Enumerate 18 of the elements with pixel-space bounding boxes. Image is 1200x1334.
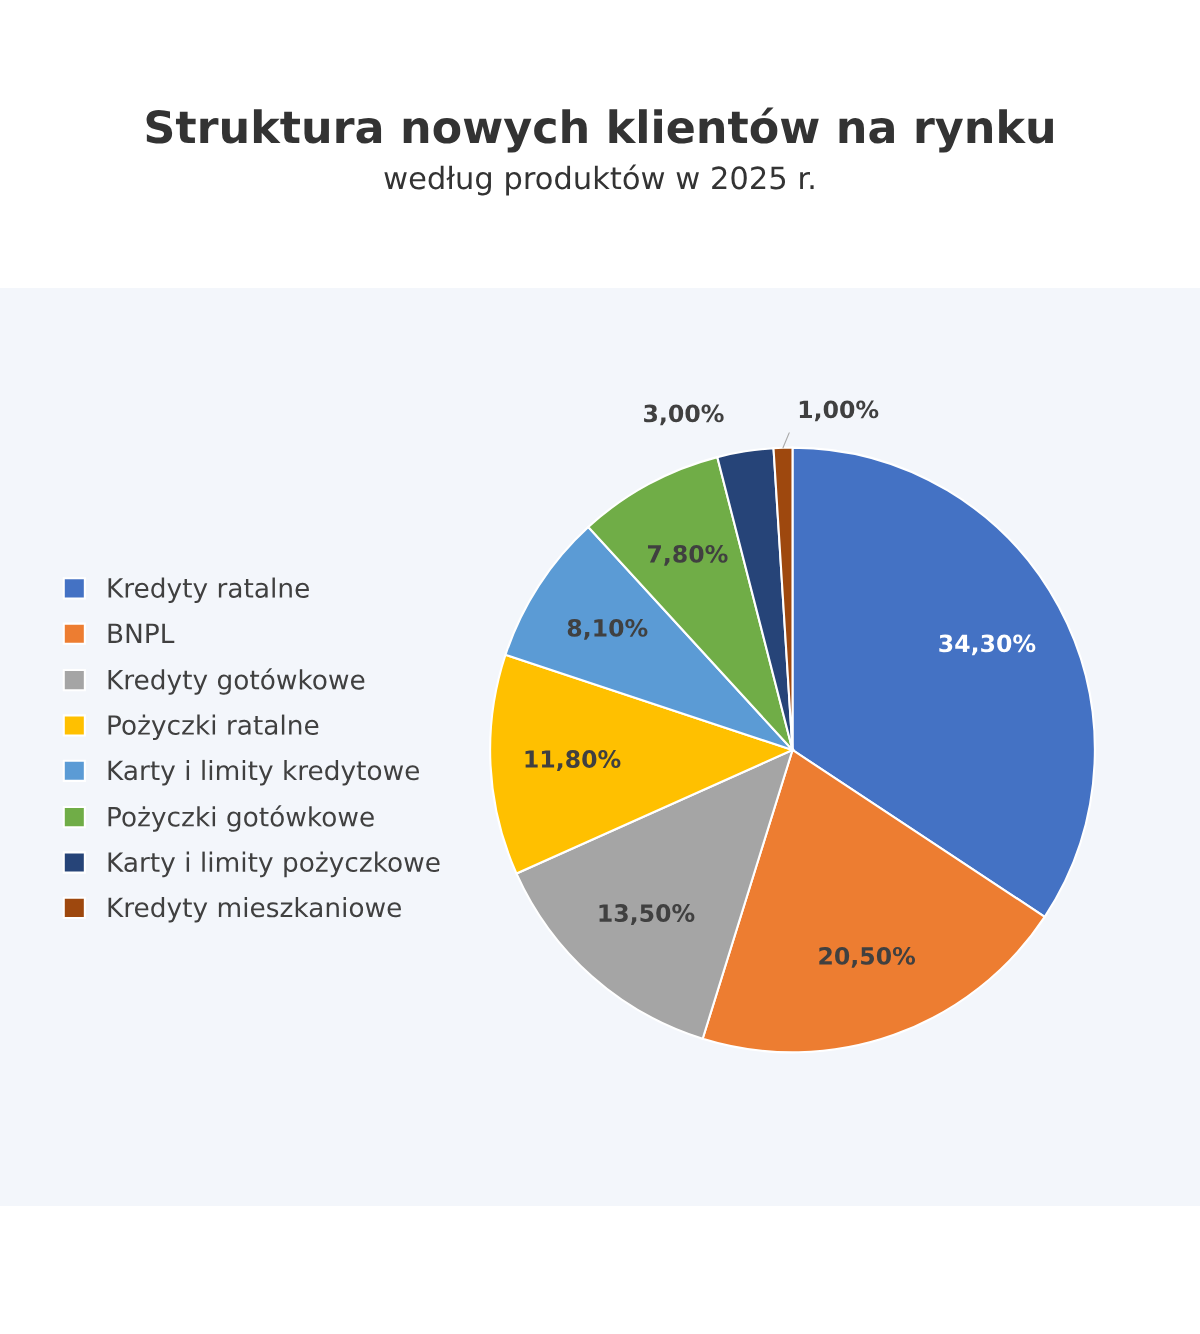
legend-label: Kredyty gotówkowe: [108, 668, 365, 695]
data-label: 3,00%: [644, 404, 724, 426]
data-label: 20,50%: [819, 946, 916, 968]
data-label: 11,80%: [525, 750, 621, 771]
legend-label: BNPL: [108, 623, 175, 643]
legend-label: Pożyczki gotówkowe: [108, 805, 374, 832]
chart-title: Struktura nowych klientów na rynku: [146, 107, 1053, 153]
legend-label: Kredyty ratalne: [108, 577, 309, 604]
data-label: 34,30%: [939, 634, 1036, 656]
chart-subtitle: według produktów w 2025 r.: [384, 164, 814, 196]
data-label: 8,10%: [567, 618, 648, 640]
legend-label: Pożyczki ratalne: [108, 714, 319, 741]
legend-label: Karty i limity kredytowe: [108, 759, 420, 786]
data-label: 13,50%: [599, 904, 695, 925]
legend-label: Kredyty mieszkaniowe: [108, 896, 401, 923]
data-label: 7,80%: [648, 544, 728, 566]
legend-label: Karty i limity pożyczkowe: [108, 851, 440, 878]
data-label: 1,00%: [799, 400, 879, 422]
